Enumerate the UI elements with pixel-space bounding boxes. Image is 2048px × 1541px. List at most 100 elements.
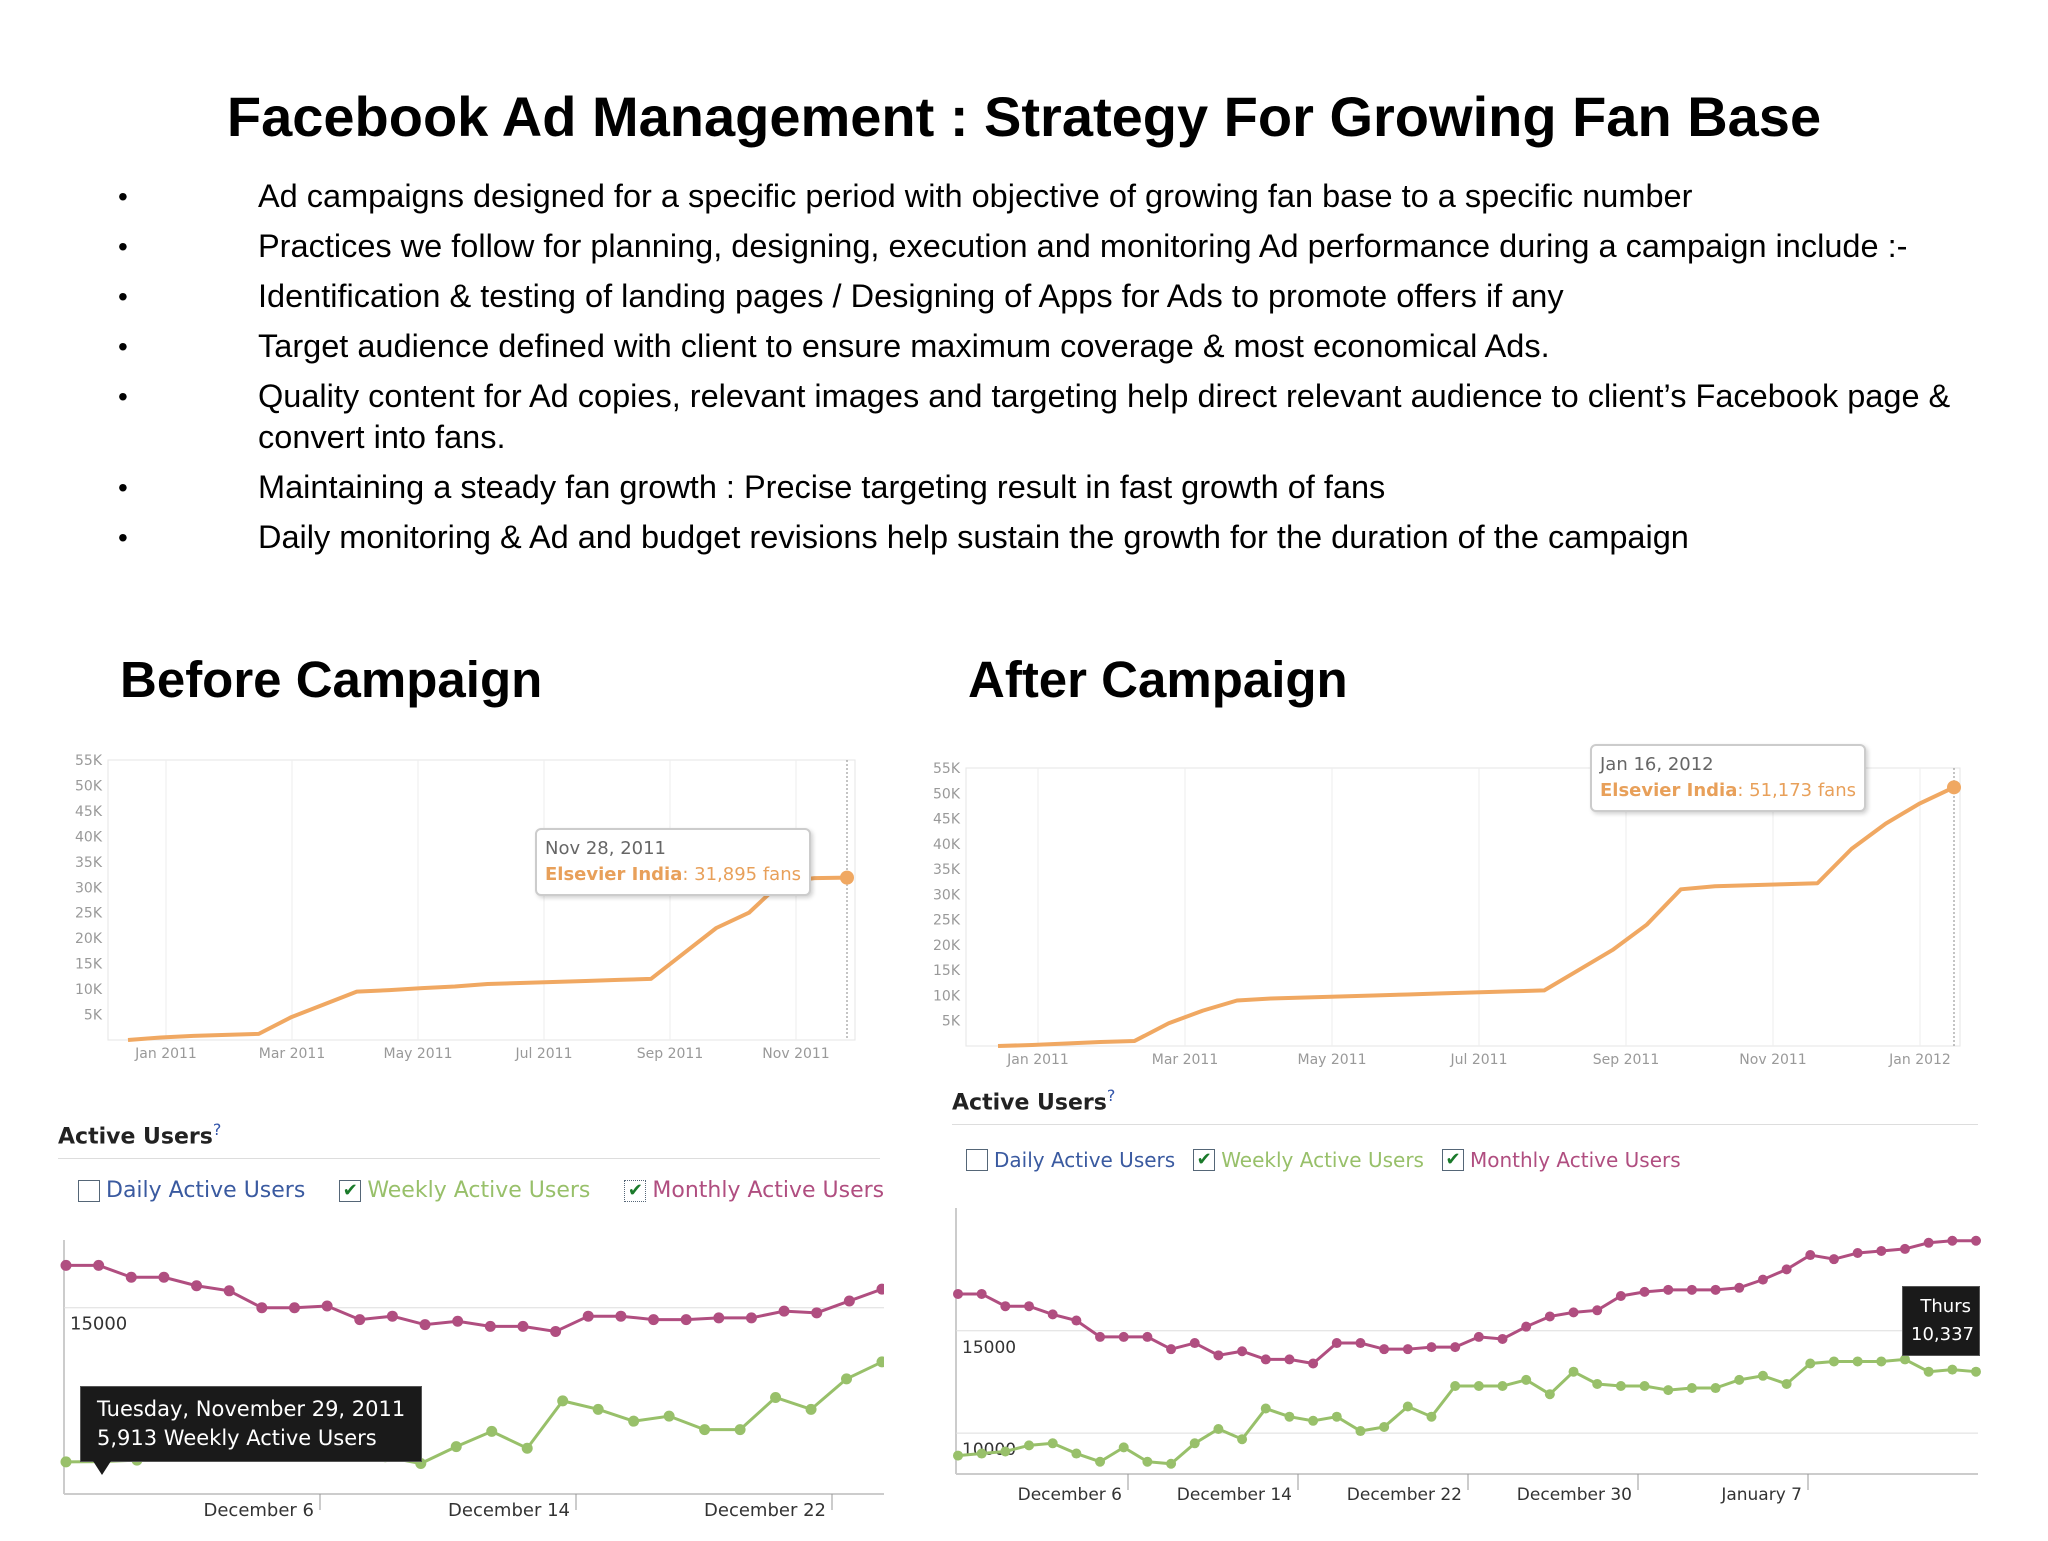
monthly-point: [1237, 1346, 1248, 1357]
bullet-item: • Identification & testing of landing pag…: [118, 276, 2038, 317]
monthly-point: [1615, 1290, 1626, 1301]
x-tick-label: Jul 2011: [515, 1046, 573, 1062]
y-tick-label: 10K: [933, 988, 961, 1004]
checkbox-checked-icon[interactable]: ✔: [624, 1179, 647, 1202]
weekly-point: [1710, 1383, 1721, 1394]
bullet-item: • Practices we follow for planning, desig…: [118, 226, 2038, 267]
weekly-point: [805, 1403, 817, 1415]
legend-weekly[interactable]: ✔ Weekly Active Users: [339, 1178, 590, 1203]
monthly-point: [1876, 1245, 1887, 1256]
y-tick-label: 15K: [75, 957, 103, 973]
monthly-point: [1260, 1354, 1271, 1365]
y-tick-label: 50K: [75, 778, 103, 794]
weekly-point: [770, 1391, 782, 1403]
monthly-point: [1024, 1301, 1035, 1312]
monthly-point: [550, 1325, 562, 1337]
legend-weekly[interactable]: ✔ Weekly Active Users: [1193, 1148, 1424, 1172]
legend-daily[interactable]: Daily Active Users: [78, 1178, 305, 1203]
weekly-point: [1876, 1356, 1887, 1367]
monthly-point: [1805, 1250, 1816, 1261]
x-tick-label: Sep 2011: [637, 1046, 703, 1062]
legend-daily[interactable]: Daily Active Users: [966, 1148, 1175, 1172]
monthly-point: [1757, 1274, 1768, 1285]
monthly-point: [1544, 1311, 1555, 1322]
tooltip-series: Elsevier India: [545, 864, 683, 885]
y-tick-label: 25K: [75, 906, 103, 922]
monthly-point: [1308, 1358, 1319, 1369]
bullet-text: Maintaining a steady fan growth : Precis…: [258, 469, 1386, 505]
bullet-dot-icon: •: [118, 381, 128, 412]
weekly-point: [1331, 1411, 1342, 1422]
before-fans-chart: 55K 50K 45K 40K 35K 30K 25K 20K 15K 10K 5K Jan 2011…: [60, 748, 870, 1068]
fans-line: [997, 785, 1955, 1048]
monthly-point: [680, 1314, 692, 1326]
checkbox-checked-icon[interactable]: ✔: [1441, 1149, 1464, 1171]
bullet-item: • Maintaining a steady fan growth : Preci…: [118, 467, 2038, 508]
monthly-point: [1071, 1315, 1082, 1326]
weekly-point: [1426, 1411, 1437, 1422]
weekly-point: [1166, 1458, 1177, 1469]
weekly-point: [1189, 1438, 1200, 1449]
weekly-point: [1118, 1442, 1129, 1453]
before-au-tooltip: Tuesday, November 29, 2011 5,913 Weekly …: [80, 1386, 423, 1475]
monthly-point: [1047, 1309, 1058, 1320]
checkbox-checked-icon[interactable]: ✔: [339, 1179, 362, 1202]
y-tick-label: 50K: [933, 786, 961, 802]
help-icon[interactable]: ?: [1106, 1086, 1116, 1105]
bullet-text: Daily monitoring & Ad and budget revisio…: [258, 519, 1689, 555]
monthly-point: [1189, 1338, 1200, 1349]
weekly-point: [1402, 1401, 1413, 1412]
bullet-text: Target audience defined with client to e…: [258, 328, 1550, 364]
fans-line: [127, 875, 848, 1042]
x-tick-label: December 6: [203, 1500, 314, 1521]
help-icon[interactable]: ?: [212, 1120, 222, 1139]
monthly-point: [452, 1315, 464, 1327]
bullet-text: Identification & testing of landing page…: [258, 278, 1564, 314]
monthly-point: [1710, 1284, 1721, 1295]
plot-area: [965, 767, 1961, 1047]
before-legend: Daily Active Users ✔ Weekly Active Users …: [78, 1178, 918, 1203]
monthly-point: [223, 1285, 235, 1297]
y-tick-label: 40K: [75, 829, 103, 845]
weekly-point: [734, 1424, 746, 1436]
bullet-item: • Ad campaigns designed for a specific pe…: [118, 176, 2038, 217]
monthly-point: [615, 1310, 627, 1322]
y-tick-label: 30K: [75, 880, 103, 896]
before-fans-tooltip: Nov 28, 2011 Elsevier India: 31,895 fans: [535, 828, 812, 896]
y-tick-label: 45K: [75, 804, 103, 820]
monthly-point: [1450, 1342, 1461, 1353]
tooltip-line-2: 10,337 W: [1911, 1324, 1979, 1345]
monthly-point: [976, 1288, 987, 1299]
checkbox-unchecked-icon[interactable]: [78, 1179, 100, 1202]
monthly-point: [1284, 1354, 1295, 1365]
checkbox-checked-icon[interactable]: ✔: [1193, 1149, 1216, 1171]
monthly-point: [953, 1288, 963, 1299]
weekly-point: [1568, 1366, 1579, 1377]
before-active-users-svg: 15000 December 6 December 14 December 22: [60, 1240, 888, 1521]
x-tick-label: Jan 2011: [1006, 1052, 1069, 1068]
legend-monthly[interactable]: ✔ Monthly Active Users: [624, 1178, 884, 1203]
y-tick-label: 40K: [933, 837, 961, 853]
weekly-point: [1308, 1415, 1319, 1426]
after-fans-svg: 55K 50K 45K 40K 35K 30K 25K 20K 15K 10K 5K Jan 2011…: [933, 761, 1961, 1068]
monthly-point: [1166, 1344, 1177, 1355]
checkbox-unchecked-icon[interactable]: [966, 1149, 988, 1171]
weekly-point: [1544, 1389, 1555, 1400]
monthly-point: [1663, 1284, 1674, 1295]
y-tick-label: 30K: [933, 887, 961, 903]
monthly-point: [1781, 1264, 1792, 1275]
after-active-users-title: Active Users?: [952, 1086, 1116, 1116]
x-tick-label: December 14: [448, 1500, 570, 1521]
x-tick-label: December 22: [704, 1500, 826, 1521]
weekly-point: [1237, 1434, 1248, 1445]
tooltip-date: Jan 16, 2012: [1600, 754, 1714, 775]
monthly-point: [1828, 1254, 1839, 1265]
weekly-point: [628, 1415, 640, 1427]
monthly-point: [843, 1295, 855, 1307]
monthly-point: [1947, 1235, 1958, 1246]
legend-monthly[interactable]: ✔ Monthly Active Users: [1441, 1148, 1681, 1172]
monthly-point: [778, 1305, 790, 1317]
x-tick-label: May 2011: [383, 1046, 452, 1062]
monthly-point: [93, 1259, 105, 1271]
bullet-text: Quality content for Ad copies, relevant …: [258, 378, 1951, 455]
